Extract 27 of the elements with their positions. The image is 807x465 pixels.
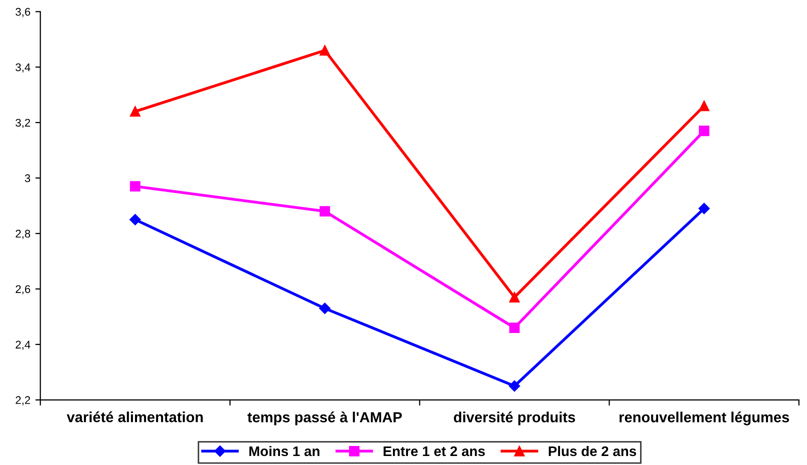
y-tick-label: 3,6 <box>16 8 30 18</box>
y-tick-label: 3 <box>24 174 30 182</box>
y-tick-label: 2,4 <box>16 340 30 350</box>
legend-label: Plus de 2 ans <box>548 446 636 456</box>
point <box>130 106 140 117</box>
point <box>698 100 710 112</box>
point <box>698 126 710 136</box>
point <box>509 292 520 302</box>
y-tick-label: 3,2 <box>16 118 30 128</box>
legend-label: Moins 1 an <box>249 446 320 456</box>
point <box>130 181 140 192</box>
point <box>320 45 330 56</box>
point <box>508 380 520 392</box>
y-tick-label: 3,4 <box>16 63 30 73</box>
legend-label: Entre 1 et 2 ans <box>384 446 485 456</box>
point <box>509 322 520 333</box>
y-tick-label: 2,2 <box>16 396 30 406</box>
x-tick-label: renouvellement légumes <box>620 412 790 426</box>
point <box>130 214 141 226</box>
point <box>319 302 330 314</box>
x-tick-label: diversité produits <box>454 412 576 426</box>
x-tick-label: variété alimentation <box>66 411 203 422</box>
y-tick-label: 2,8 <box>16 230 30 239</box>
point <box>698 202 710 214</box>
point <box>320 206 330 217</box>
x-tick-label: temps passé à l'AMAP <box>247 412 402 426</box>
y-tick-label: 2,6 <box>16 285 30 294</box>
